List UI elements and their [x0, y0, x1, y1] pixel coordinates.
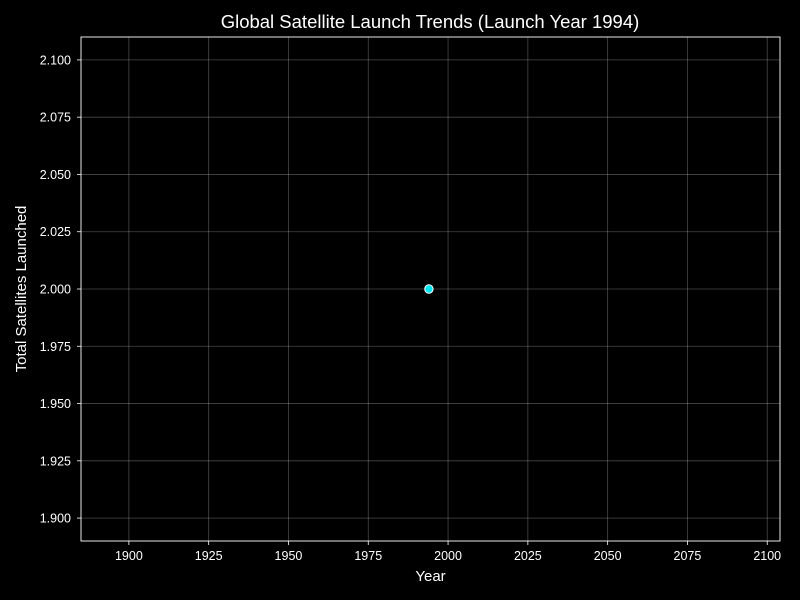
plot-area-frame [80, 36, 781, 542]
y-tick-label: 2.050 [40, 168, 71, 182]
x-tick-label: 1925 [195, 549, 223, 563]
x-tick-label: 1900 [115, 549, 143, 563]
x-axis-label: Year [415, 568, 445, 585]
x-tick-label: 2000 [434, 549, 462, 563]
x-tick-label: 2025 [514, 549, 542, 563]
ticks: 1900 1925 1950 1975 2000 2025 2050 2075 2100 1.90… [40, 53, 781, 563]
data-point[interactable] [424, 284, 434, 294]
chart-title: Global Satellite Launch Trends (Launch Y… [221, 11, 640, 32]
y-axis-label: Total Satellites Launched [13, 206, 30, 373]
y-tick-label: 2.025 [40, 225, 71, 239]
data-points [424, 284, 434, 294]
y-tick-label: 1.975 [40, 340, 71, 354]
x-tick-label: 1950 [275, 549, 303, 563]
y-tick-label: 1.950 [40, 397, 71, 411]
y-tick-label: 2.100 [40, 53, 71, 67]
x-tick-label: 2075 [674, 549, 702, 563]
y-tick-label: 1.900 [40, 512, 71, 526]
y-tick-label: 2.000 [40, 283, 71, 297]
x-tick-label: 2100 [753, 549, 781, 563]
y-tick-label: 2.075 [40, 111, 71, 125]
x-tick-label: 1975 [354, 549, 382, 563]
x-tick-label: 2050 [594, 549, 622, 563]
y-tick-label: 1.925 [40, 454, 71, 468]
